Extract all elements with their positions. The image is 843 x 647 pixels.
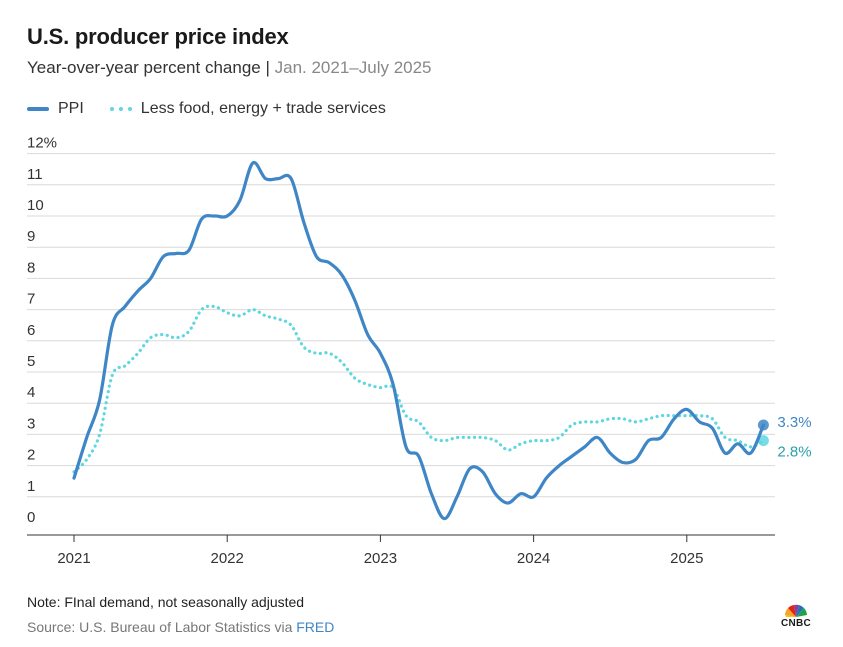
y-tick-label-7: 7 [27,291,35,308]
y-tick-label-8: 8 [27,259,35,276]
legend-label-ppi: PPI [58,100,84,117]
legend-item-core: Less food, energy + trade services [109,100,386,118]
x-tick-label-2024: 2024 [517,550,550,567]
series-end-label-ppi: 3.3% [777,414,811,431]
series-endpoint-core [757,435,769,447]
series-end-label-core: 2.8% [777,444,811,461]
series-endpoint-ppi [757,419,769,431]
source-link-fred[interactable]: FRED [296,619,335,635]
y-tick-label-11: 11 [27,166,43,183]
series-line-core [72,304,765,474]
legend-item-ppi: PPI [27,100,84,118]
legend-swatch-ppi [27,107,49,111]
footnote: Note: FInal demand, not seasonally adjus… [27,594,305,610]
y-tick-label-2: 2 [27,447,35,464]
series-line-ppi [72,160,765,521]
line-chart: 0 1 2 3 4 5 6 7 8 9 10 11 12% 2021 2022 2023 2024 2025 2.8… [27,135,812,567]
chart-title: U.S. producer price index [27,24,289,49]
subtitle-date-range: Jan. 2021–July 2025 [274,58,432,77]
cnbc-peacock-logo-icon [785,604,807,617]
source-line: Source: U.S. Bureau of Labor Statistics … [27,619,334,635]
y-tick-label-10: 10 [27,197,44,214]
x-tick-label-2025: 2025 [670,550,703,567]
chart-legend: PPI Less food, energy + trade services [27,100,412,118]
y-tick-label-4: 4 [27,384,35,401]
legend-swatch-core [109,107,132,111]
y-tick-label-12: 12% [27,135,57,152]
y-tick-label-6: 6 [27,322,35,339]
y-tick-label-5: 5 [27,353,35,370]
y-tick-label-9: 9 [27,228,35,245]
legend-label-core: Less food, energy + trade services [140,100,386,117]
y-tick-label-1: 1 [27,478,35,495]
x-tick-label-2022: 2022 [211,550,244,567]
source-text: Source: U.S. Bureau of Labor Statistics … [27,619,297,635]
subtitle-separator: | [260,58,275,77]
subtitle-main: Year-over-year percent change [27,58,261,77]
chart-subtitle: Year-over-year percent change | Jan. 202… [27,58,432,78]
y-tick-label-3: 3 [27,415,35,432]
x-tick-label-2023: 2023 [364,550,397,567]
x-tick-label-2021: 2021 [57,550,90,567]
brand-wordmark: CNBC [780,618,812,629]
y-tick-label-0: 0 [27,509,35,526]
